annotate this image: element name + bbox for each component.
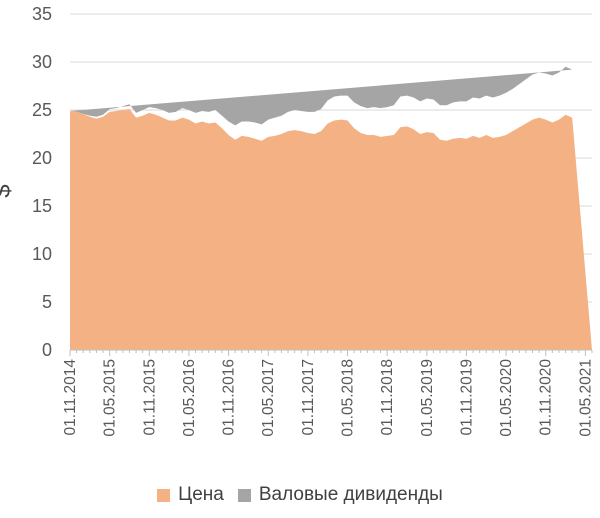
y-tick-label: 10 — [32, 244, 52, 264]
legend-item-price: Цена — [157, 484, 224, 506]
y-tick-label: 35 — [32, 4, 52, 24]
x-tick-label: 01.05.2018 — [340, 359, 357, 437]
x-tick-label: 01.05.2020 — [498, 359, 515, 437]
x-tick-label: 01.05.2019 — [419, 359, 436, 437]
y-tick-label: 0 — [42, 340, 52, 360]
y-tick-label: 15 — [32, 196, 52, 216]
x-tick-labels: 01.11.2014 01.05.2015 01.11.2015 01.05.2016… — [62, 359, 594, 437]
y-tick-label: 5 — [42, 292, 52, 312]
legend-swatch-price — [157, 488, 171, 502]
area-series-price — [70, 109, 592, 350]
plot-area — [70, 66, 592, 350]
x-tick-label: 01.11.2016 — [221, 359, 238, 435]
x-tick-label: 01.11.2019 — [458, 359, 475, 435]
legend: Цена Валовые дивиденды — [0, 484, 600, 506]
x-tick-label: 01.11.2018 — [379, 359, 396, 435]
x-tick-label: 01.11.2015 — [141, 359, 158, 435]
area-series-dividends — [70, 66, 573, 126]
legend-swatch-dividends — [237, 488, 251, 502]
x-tick-label: 01.05.2016 — [181, 359, 198, 437]
y-tick-label: 25 — [32, 100, 52, 120]
x-tick-label: 01.05.2017 — [260, 359, 277, 437]
axes — [69, 349, 593, 356]
legend-label-price: Цена — [178, 484, 224, 505]
x-tick-label: 01.05.2021 — [577, 359, 594, 437]
y-tick-labels: 0 5 10 15 20 25 30 35 — [32, 4, 52, 360]
x-tick-label: 01.05.2015 — [102, 359, 119, 437]
x-tick-label: 01.11.2017 — [300, 359, 317, 435]
legend-item-dividends: Валовые дивиденды — [237, 484, 443, 506]
legend-label-dividends: Валовые дивиденды — [258, 484, 443, 505]
x-tick-label: 01.11.2020 — [538, 359, 555, 436]
x-tick-label: 01.11.2014 — [62, 359, 79, 436]
y-tick-label: 30 — [32, 52, 52, 72]
y-tick-label: 20 — [32, 148, 52, 168]
y-axis-label: $ — [0, 184, 16, 197]
